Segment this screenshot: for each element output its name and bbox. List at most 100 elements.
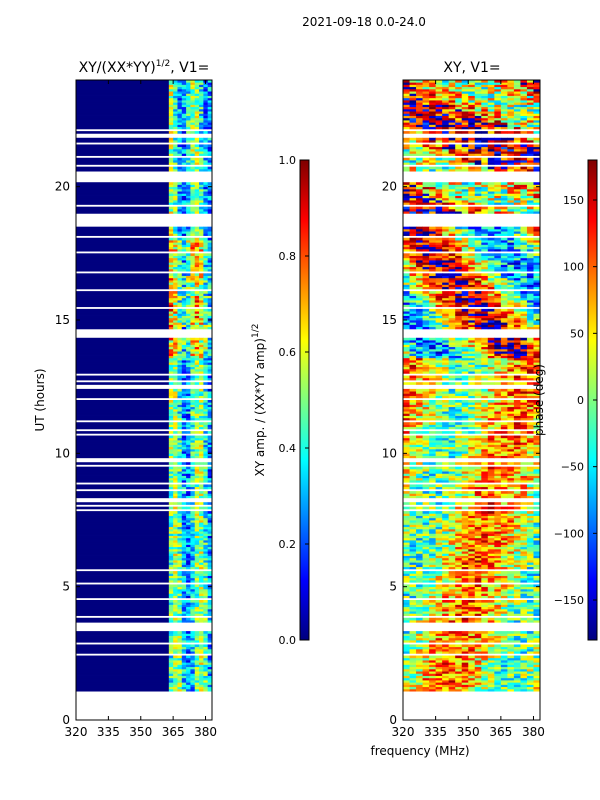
phase-cell [481,600,489,603]
amplitude-cell [181,286,187,290]
phase-cell [468,644,476,648]
phase-cell [526,415,534,419]
amplitude-cell [181,231,187,234]
phase-cell [435,635,443,639]
amplitude-cell [168,528,174,532]
amplitude-cell [186,82,191,85]
amplitude-cell [190,191,196,194]
phase-cell [507,564,515,568]
phase-cell [526,631,534,634]
phase-cell [481,640,489,643]
phase-cell [429,537,437,541]
amplitude-cell [194,404,200,408]
phase-cell [487,557,495,561]
amplitude-cell [203,455,209,459]
amplitude-cell [173,617,178,621]
amplitude-cell [181,184,187,188]
phase-cell [448,640,456,643]
phase-cell [448,673,456,676]
amplitude-cell [173,366,178,370]
amplitude-cell [168,553,174,556]
phase-cell [507,573,515,576]
amplitude-cell [177,197,183,201]
amplitude-cell [177,148,183,152]
phase-cell [468,593,476,596]
phase-cell [442,404,450,408]
amplitude-cell [190,120,196,123]
amplitude-cell [199,542,204,545]
amplitude-cell [76,588,170,592]
amplitude-cell [203,131,209,134]
phase-cell [409,493,417,496]
phase-cell [520,506,528,510]
amplitude-cell [203,200,209,203]
phase-cell [520,575,528,579]
amplitude-cell [168,268,174,272]
phase-cell [487,608,495,612]
phase-cell [468,437,476,441]
amplitude-cell [181,280,187,283]
amplitude-cell [168,320,174,323]
amplitude-cell [186,280,191,283]
amplitude-cell [181,362,187,365]
phase-cell [455,408,463,412]
amplitude-cell [173,122,178,125]
phase-cell [481,491,489,494]
amplitude-cell [76,362,170,365]
phase-cell [481,593,489,596]
amplitude-cell [203,413,209,416]
amplitude-cell [181,455,187,459]
phase-cell [474,444,482,448]
amplitude-cell [76,277,170,281]
amplitude-cell [173,684,178,688]
phase-cell [429,377,437,381]
phase-cell [500,495,508,499]
amplitude-cell [194,451,200,454]
phase-cell [455,440,463,443]
phase-cell [533,617,540,621]
amplitude-cell [207,648,212,652]
phase-cell [455,651,463,654]
amplitude-cell [194,211,200,214]
phase-cell [448,535,456,539]
phase-cell [533,608,540,612]
amplitude-cell [199,577,204,581]
phase-cell [526,580,534,583]
phase-cell [474,644,482,648]
phase-cell [416,435,423,439]
phase-cell [494,475,502,479]
amplitude-cell [190,611,196,614]
phase-cell [409,580,417,583]
phase-cell [409,571,417,574]
phase-cell [468,537,476,541]
amplitude-cell [186,115,191,119]
phase-cell [448,446,456,450]
phase-cell [526,593,534,596]
phase-cell [500,517,508,521]
phase-cell [416,426,423,430]
amplitude-cell [207,571,212,574]
phase-cell [429,366,437,370]
phase-cell [507,651,515,654]
amplitude-cell [173,408,178,412]
amplitude-cell [203,360,209,363]
amplitude-cell [207,186,212,190]
amplitude-cell [168,291,174,294]
amplitude-cell [203,168,209,172]
phase-cell [455,533,463,536]
phase-cell [494,395,502,399]
amplitude-cell [199,548,204,552]
phase-cell [500,526,508,530]
amplitude-cell [76,688,170,692]
phase-cell [422,684,430,688]
amplitude-cell [186,462,191,465]
phase-cell [487,484,495,488]
amplitude-cell [194,113,200,116]
phase-cell [526,544,534,548]
amplitude-cell [173,688,178,692]
phase-cell [474,686,482,690]
phase-cell [500,662,508,665]
phase-cell [513,404,521,408]
amplitude-cell [207,137,212,141]
phase-cell [448,462,456,465]
